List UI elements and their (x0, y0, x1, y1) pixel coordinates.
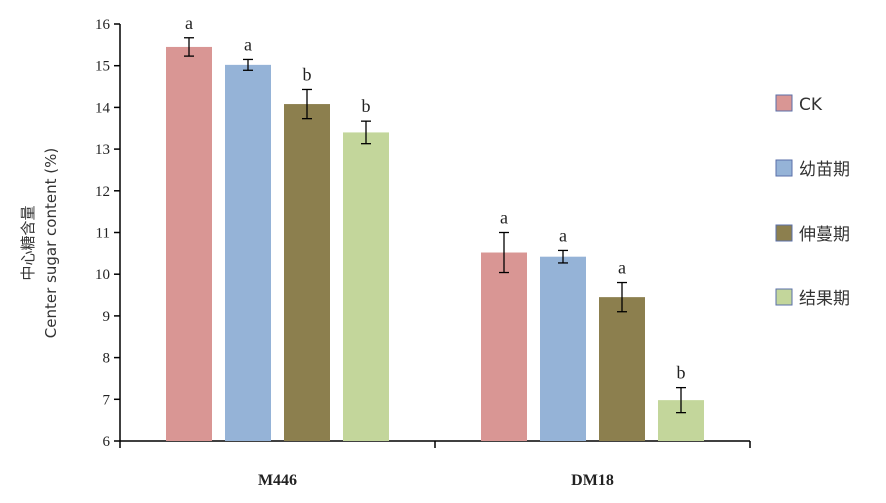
y-axis-label-en: Center sugar content (%) (42, 148, 60, 338)
bar (284, 104, 330, 442)
legend-label: 结果期 (799, 289, 850, 309)
significance-letter: a (500, 208, 508, 228)
bar (343, 132, 389, 442)
y-tick-label: 12 (95, 184, 110, 200)
significance-letter: b (677, 363, 686, 383)
bar (599, 297, 645, 441)
x-category-label: DM18 (571, 472, 614, 489)
legend-swatch (775, 94, 793, 112)
bars (166, 46, 704, 442)
x-axis: M446 DM18 (119, 440, 751, 489)
significance-letter: a (244, 34, 252, 54)
significance-letters: a a b b a a a b (185, 13, 686, 383)
legend-label: CK (799, 95, 823, 115)
bar (540, 256, 586, 441)
y-tick-label: 8 (103, 351, 111, 367)
significance-letter: b (362, 96, 371, 116)
significance-letter: a (559, 225, 567, 245)
bar (166, 46, 212, 442)
y-tick-label: 10 (95, 267, 110, 283)
significance-letter: b (303, 64, 312, 84)
y-tick-label: 6 (103, 434, 111, 450)
legend-label: 幼苗期 (799, 160, 850, 180)
legend-swatch (775, 159, 793, 177)
y-tick-label: 15 (95, 59, 110, 75)
y-tick-label: 7 (103, 392, 111, 408)
y-tick-label: 16 (95, 17, 111, 33)
legend-swatch (775, 224, 793, 242)
legend-swatch (775, 288, 793, 306)
y-axis: 6 7 8 9 10 11 12 13 14 15 16 (95, 17, 121, 450)
y-tick-label: 9 (103, 309, 111, 325)
y-tick-label: 13 (95, 142, 110, 158)
y-tick-label: 14 (95, 100, 111, 116)
error-bars (184, 37, 686, 414)
y-axis-label-cn: 中心糖含量 (19, 205, 37, 280)
significance-letter: a (618, 258, 626, 278)
y-tick-label: 11 (96, 226, 110, 242)
legend-label: 伸蔓期 (799, 225, 850, 245)
bar (481, 252, 527, 441)
significance-letter: a (185, 13, 193, 33)
bar (225, 64, 271, 441)
y-axis-label: 中心糖含量 Center sugar content (%) (19, 148, 60, 338)
x-category-label: M446 (258, 472, 297, 489)
